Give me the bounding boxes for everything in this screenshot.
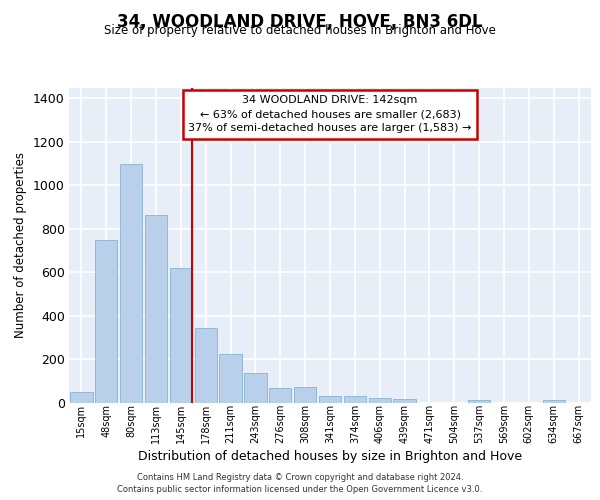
Bar [319, 396, 341, 402]
Bar [194, 328, 217, 402]
Bar [170, 268, 192, 402]
Bar [120, 164, 142, 402]
Bar [368, 398, 391, 402]
Text: Contains HM Land Registry data © Crown copyright and database right 2024.
Contai: Contains HM Land Registry data © Crown c… [118, 472, 482, 494]
Bar [344, 396, 366, 402]
Bar [95, 240, 118, 402]
Bar [542, 400, 565, 402]
Text: 34, WOODLAND DRIVE, HOVE, BN3 6DL: 34, WOODLAND DRIVE, HOVE, BN3 6DL [117, 12, 483, 30]
Bar [468, 400, 490, 402]
Bar [244, 373, 266, 402]
Bar [220, 354, 242, 403]
Bar [294, 388, 316, 402]
Bar [269, 388, 292, 402]
Text: 34 WOODLAND DRIVE: 142sqm
← 63% of detached houses are smaller (2,683)
37% of se: 34 WOODLAND DRIVE: 142sqm ← 63% of detac… [188, 96, 472, 134]
Y-axis label: Number of detached properties: Number of detached properties [14, 152, 28, 338]
Bar [145, 214, 167, 402]
X-axis label: Distribution of detached houses by size in Brighton and Hove: Distribution of detached houses by size … [138, 450, 522, 463]
Text: Size of property relative to detached houses in Brighton and Hove: Size of property relative to detached ho… [104, 24, 496, 37]
Bar [394, 399, 416, 402]
Bar [70, 392, 92, 402]
